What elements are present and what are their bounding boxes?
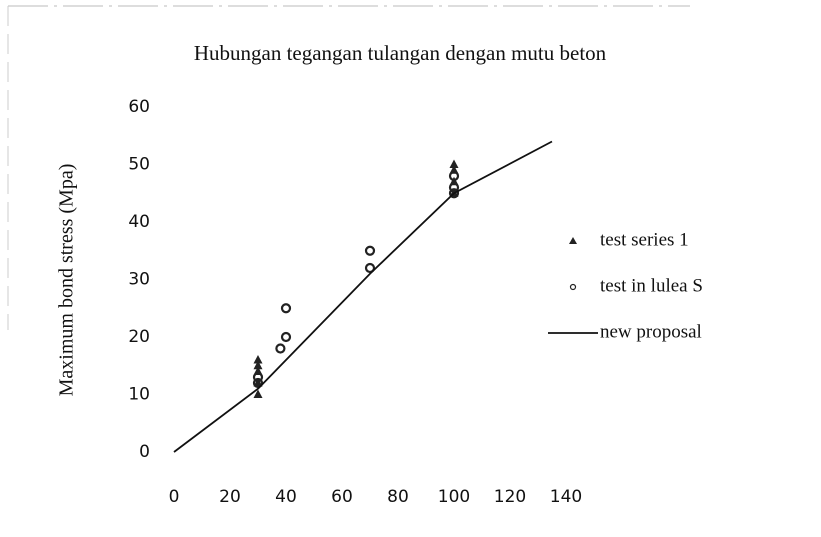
triangle-point [253,360,263,370]
y-tick-label: 10 [128,385,150,405]
legend-symbol [569,237,577,244]
chart-title: Hubungan tegangan tulangan dengan mutu b… [194,41,607,65]
line-series [173,140,553,453]
circle-point [448,182,460,193]
y-tick-label: 60 [128,97,150,117]
y-tick-label: 40 [128,212,150,232]
x-tick-label: 20 [219,487,241,507]
circle-point [448,188,460,199]
legend-label: test in lulea S [600,275,703,296]
x-tick-label: 40 [275,487,297,507]
circle-point [252,372,264,383]
legend-label: test series 1 [600,229,689,250]
legend-symbol [569,283,577,291]
x-tick-label: 60 [331,487,353,507]
y-axis-label: Maximum bond stress (Mpa) [56,164,78,397]
y-tick-label: 30 [128,270,150,290]
y-tick-label: 50 [128,155,150,175]
y-tick-label: 0 [139,442,150,462]
circle-point [364,245,376,256]
x-tick-label: 100 [438,487,470,507]
circle-point [275,343,286,354]
x-tick-label: 140 [550,487,582,507]
circle-point [280,303,292,314]
circle-point [252,377,264,389]
triangle-point [253,355,263,364]
x-tick-label: 120 [494,487,526,507]
x-tick-label: 0 [169,487,180,507]
circle-point [364,262,376,274]
y-tick-label: 20 [128,327,150,347]
circle-point [280,331,292,343]
x-tick-label: 80 [387,487,409,507]
triangle-point [253,389,263,398]
triangle-point [449,159,459,168]
legend-label: new proposal [600,321,702,342]
circle-point [448,170,460,182]
